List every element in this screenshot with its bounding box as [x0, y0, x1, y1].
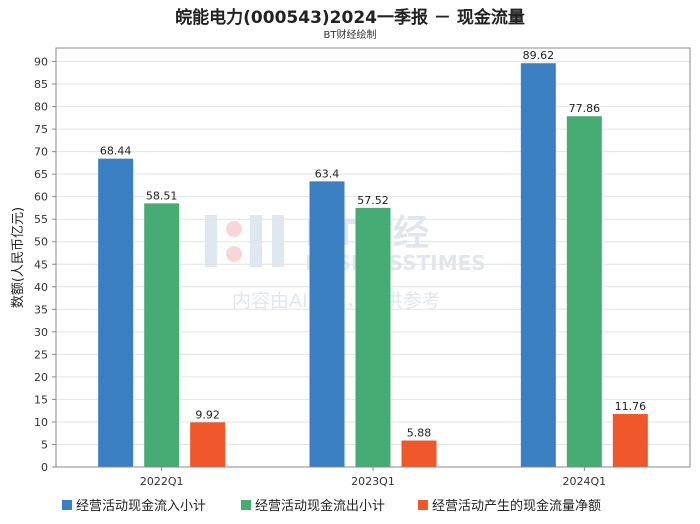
y-tick-label: 25: [34, 348, 48, 361]
x-tick-label: 2023Q1: [351, 475, 395, 488]
data-label: 5.88: [407, 427, 432, 440]
y-tick-label: 70: [34, 146, 48, 159]
watermark-logo-bar: [205, 215, 217, 267]
watermark-logo-bar: [250, 215, 262, 267]
bar: [309, 181, 345, 468]
legend-swatch: [418, 500, 428, 510]
bar: [98, 158, 134, 467]
y-axis-title: 数额(人民币亿元): [11, 207, 26, 308]
y-tick-label: 35: [34, 303, 48, 316]
chart-subtitle: BT财经绘制: [323, 30, 377, 41]
chart-title: 皖能电力(000543)2024一季报 － 现金流量: [175, 8, 525, 28]
data-label: 58.51: [146, 189, 178, 202]
legend-label: 经营活动现金流入小计: [76, 498, 206, 514]
y-tick-label: 5: [41, 438, 48, 451]
data-label: 63.4: [315, 167, 340, 180]
watermark: BT财经 BUSINESSTIMES 内容由AI生成，仅供参考: [205, 213, 486, 312]
data-label: 77.86: [569, 102, 601, 115]
legend-swatch: [241, 500, 251, 510]
y-tick-label: 20: [34, 371, 48, 384]
y-tick-label: 65: [34, 168, 48, 181]
y-tick-label: 10: [34, 416, 48, 429]
bar: [612, 414, 648, 467]
data-label: 9.92: [195, 408, 220, 421]
data-labels: 68.44 58.51 9.92 63.4 57.52 5.88 89.62 77.86 11.…: [100, 49, 646, 439]
y-tick-label: 30: [34, 326, 48, 339]
bar: [401, 440, 437, 467]
y-tick-label: 75: [34, 123, 48, 136]
legend-swatch: [62, 500, 72, 510]
plot-border: [55, 47, 691, 468]
bar: [190, 422, 226, 467]
data-label: 57.52: [357, 194, 389, 207]
y-tick-label: 15: [34, 393, 48, 406]
bars: [98, 63, 648, 468]
y-tick-label: 45: [34, 258, 48, 271]
y-tick-label: 40: [34, 281, 48, 294]
y-axis-ticks: 0 5 10 15 20 25 30 35 40 45 50 55 60 65 70 75 80 85 90: [34, 56, 56, 474]
y-tick-label: 85: [34, 78, 48, 91]
data-label: 89.62: [523, 49, 555, 62]
y-tick-label: 0: [41, 461, 48, 474]
bar: [566, 116, 602, 467]
x-axis-labels: 2022Q1 2023Q1 2024Q1: [140, 467, 606, 488]
bar: [520, 63, 556, 467]
y-tick-label: 90: [34, 56, 48, 69]
x-tick-label: 2022Q1: [140, 475, 184, 488]
y-tick-label: 50: [34, 236, 48, 249]
y-tick-label: 55: [34, 213, 48, 226]
bar: [355, 207, 391, 467]
bar: [144, 203, 180, 467]
x-tick-label: 2024Q1: [563, 475, 607, 488]
watermark-logo-dot: [226, 221, 242, 237]
y-tick-label: 80: [34, 101, 48, 114]
watermark-logo-dot: [226, 246, 242, 262]
y-tick-label: 60: [34, 191, 48, 204]
data-label: 11.76: [615, 400, 647, 413]
data-label: 68.44: [100, 145, 132, 158]
legend-label: 经营活动产生的现金流量净额: [432, 498, 601, 514]
watermark-logo-bar: [272, 215, 284, 267]
legend: 经营活动现金流入小计 经营活动现金流出小计 经营活动产生的现金流量净额: [62, 498, 601, 514]
legend-label: 经营活动现金流出小计: [255, 498, 385, 514]
